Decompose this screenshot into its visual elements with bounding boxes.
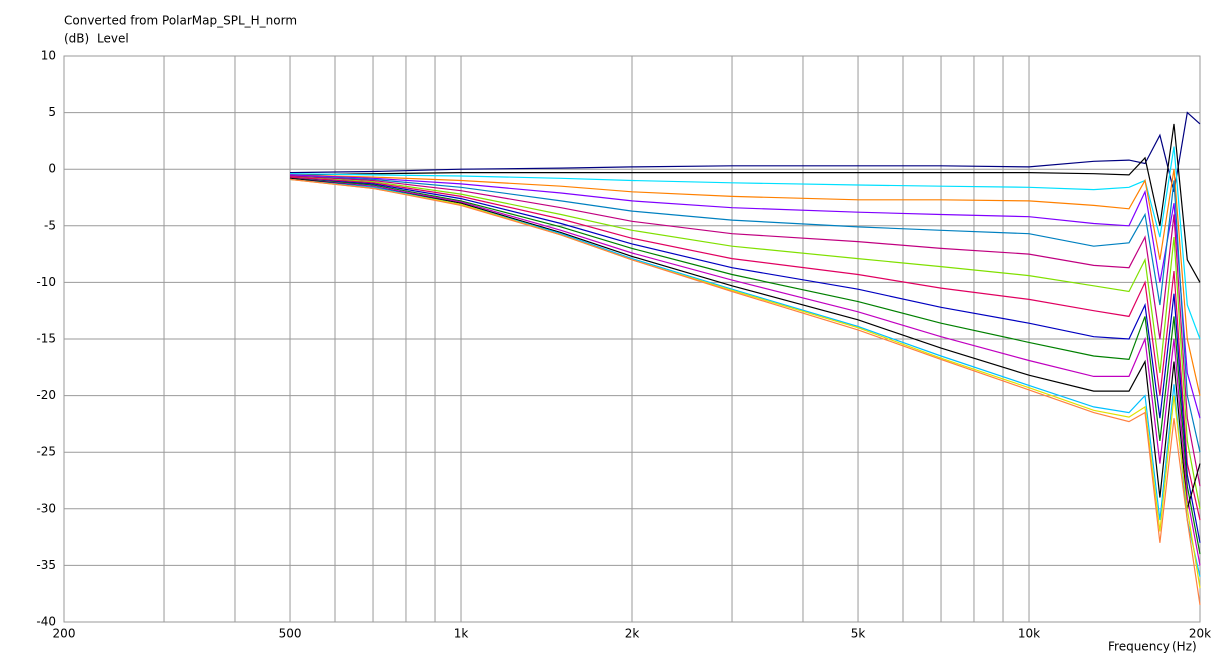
series-line — [289, 177, 1201, 509]
y-label: Level — [97, 32, 129, 46]
series-line — [289, 146, 1201, 340]
chart-title: Converted from PolarMap_SPL_H_norm — [64, 14, 297, 28]
x-tick-label: 500 — [279, 627, 302, 641]
series-line — [289, 175, 1201, 487]
y-tick-label: -10 — [36, 275, 56, 289]
x-label: Frequency — [1108, 640, 1170, 654]
x-tick-label: 2k — [625, 627, 640, 641]
y-tick-label: -40 — [36, 615, 56, 629]
x-tick-label: 1k — [454, 627, 469, 641]
y-tick-label: -20 — [36, 388, 56, 402]
series-line — [289, 177, 1201, 555]
y-tick-label: -35 — [36, 558, 56, 572]
y-tick-label: 0 — [48, 162, 56, 176]
x-tick-label: 10k — [1018, 627, 1040, 641]
y-tick-label: 5 — [48, 105, 56, 119]
series-line — [289, 177, 1201, 543]
y-tick-label: -5 — [44, 218, 56, 232]
x-unit: (Hz) — [1172, 640, 1197, 654]
x-tick-label: 20k — [1189, 627, 1211, 641]
series-line — [289, 123, 1201, 283]
y-tick-label: -15 — [36, 332, 56, 346]
series-line — [289, 175, 1201, 453]
y-tick-label: -30 — [36, 501, 56, 515]
series-line — [289, 177, 1201, 566]
series-line — [289, 176, 1201, 521]
series-line — [289, 169, 1201, 396]
x-tick-label: 5k — [851, 627, 866, 641]
series-line — [289, 178, 1201, 606]
series-line — [289, 176, 1201, 509]
y-tick-label: -25 — [36, 445, 56, 459]
x-tick-label: 200 — [53, 627, 76, 641]
series-line — [289, 111, 1201, 192]
y-tick-label: 10 — [41, 49, 56, 63]
y-unit: (dB) — [64, 32, 89, 46]
